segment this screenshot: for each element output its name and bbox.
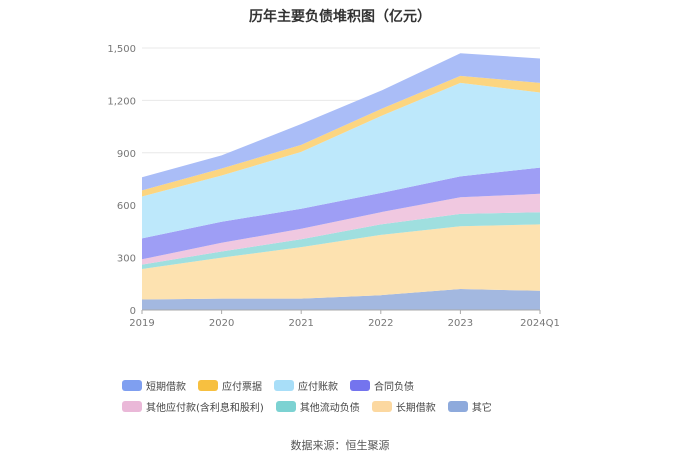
legend-swatch (122, 380, 142, 391)
legend-label: 应付票据 (222, 382, 262, 393)
y-tick-label: 900 (117, 149, 136, 160)
legend-swatch (275, 401, 296, 412)
legend-swatch (447, 401, 468, 412)
legend-item[interactable]: 其他应付款(含利息和股利) (122, 399, 264, 414)
area-其他流动负债 (142, 212, 540, 269)
legend-label: 合同负债 (374, 382, 414, 393)
legend-label: 长期借款 (395, 403, 436, 414)
y-tick-label: 300 (117, 254, 136, 265)
legend-label: 其它 (471, 403, 492, 414)
chart-title: 历年主要负债堆积图（亿元） (249, 9, 431, 25)
area-短期借款 (142, 53, 540, 191)
x-tick-label: 2023 (448, 318, 473, 329)
x-tick-label: 2022 (368, 318, 393, 329)
legend-label: 短期借款 (146, 382, 186, 393)
legend-swatch (274, 380, 294, 391)
area-其他应付款(含利息和股利) (142, 193, 540, 265)
legend-label: 其他流动负债 (299, 403, 360, 414)
data-source: 数据来源：恒生聚源 (290, 439, 390, 452)
legend-label: 应付账款 (298, 382, 338, 393)
legend-item[interactable]: 合同负债 (350, 378, 414, 393)
area-应付票据 (142, 75, 540, 197)
y-tick-label: 1,200 (107, 96, 136, 107)
y-tick-label: 0 (130, 306, 136, 317)
legend-swatch (122, 401, 142, 412)
legend-swatch (371, 401, 392, 412)
area-应付账款 (142, 82, 540, 239)
area-其它 (142, 289, 540, 310)
x-tick-label: 2024Q1 (520, 318, 560, 329)
legend-item[interactable]: 应付票据 (198, 378, 262, 393)
legend-item[interactable]: 其他流动负债 (275, 399, 360, 414)
legend-item[interactable]: 长期借款 (371, 399, 436, 414)
legend-swatch (198, 380, 218, 391)
y-tick-label: 600 (117, 201, 136, 212)
area-合同负债 (142, 167, 540, 260)
x-tick-label: 2019 (129, 318, 154, 329)
x-tick-label: 2021 (288, 318, 313, 329)
legend-item[interactable]: 短期借款 (122, 378, 186, 393)
x-tick-label: 2020 (209, 318, 234, 329)
area-长期借款 (142, 224, 540, 300)
y-tick-label: 1,500 (107, 44, 136, 55)
chart-legend: 短期借款 应付票据 应付账款 合同负债其他应付款(含利息和股利) 其他流动负债 长期借款 其… (122, 378, 562, 414)
stacked-area-chart: 0 300 600 900 1,200 1,500 2019 2020 2021 2022 2023… (107, 44, 560, 329)
legend-label: 其他应付款(含利息和股利) (146, 403, 264, 414)
legend-swatch (350, 380, 370, 391)
legend-item[interactable]: 其它 (447, 399, 492, 414)
legend-item[interactable]: 应付账款 (274, 378, 338, 393)
